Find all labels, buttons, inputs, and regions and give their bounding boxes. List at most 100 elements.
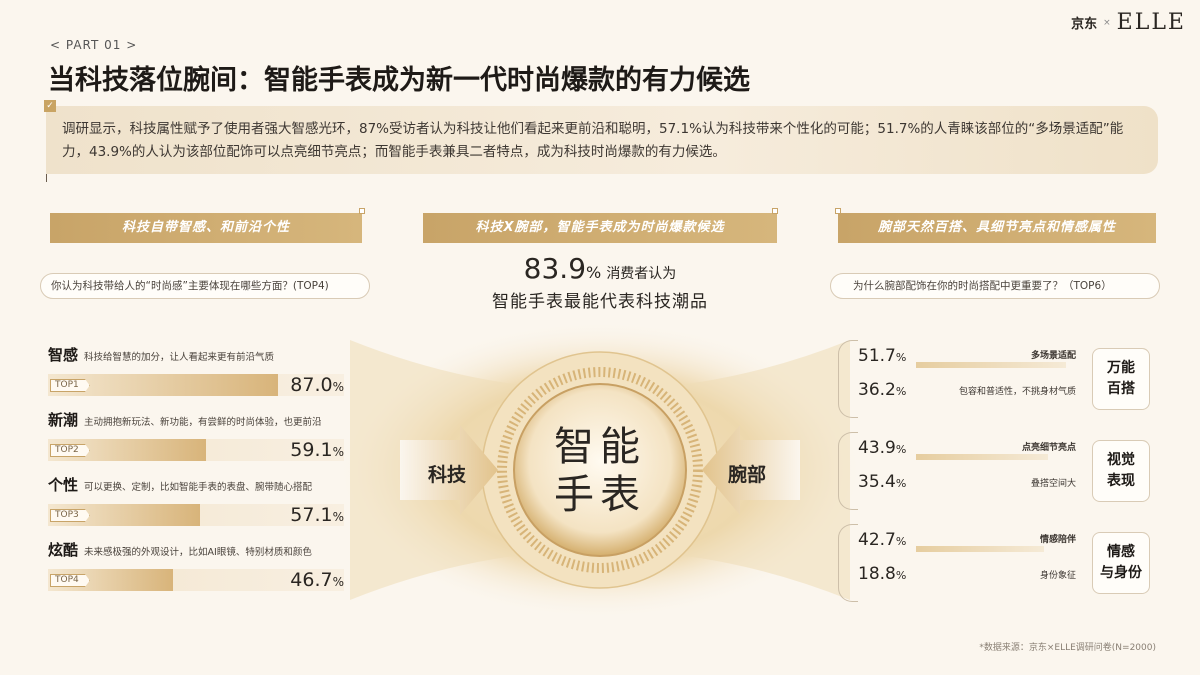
category-line-1: 情感 bbox=[1107, 544, 1135, 560]
corner-mark bbox=[359, 208, 365, 214]
item-value-unit: % bbox=[332, 510, 344, 524]
group-category-box: 视觉 表现 bbox=[1092, 440, 1150, 502]
jd-logo: 京东 bbox=[1071, 17, 1098, 32]
left-keyword: 科技 bbox=[428, 464, 467, 486]
center-graphic-svg bbox=[335, 320, 865, 620]
group-value-number: 42.7 bbox=[858, 530, 896, 550]
group-bar bbox=[916, 362, 1066, 368]
summary-text: 调研显示，科技属性赋予了使用者强大智感光环，87%受访者认为科技让他们看起来更前… bbox=[62, 121, 1124, 160]
item-bar-row: TOP3 57.1% bbox=[48, 501, 348, 527]
category-line-2: 百搭 bbox=[1107, 381, 1135, 397]
core-circle bbox=[513, 383, 687, 557]
stat-value: 83.9 bbox=[523, 252, 587, 285]
item-description: 主动拥抱新玩法、新功能，有尝鲜的时尚体验，也更前沿 bbox=[84, 417, 322, 428]
item-name: 智感 bbox=[48, 346, 79, 364]
footnote: *数据来源：京东×ELLE调研问卷(N=2000) bbox=[979, 643, 1156, 653]
right-group: 43.9% 点亮细节亮点 35.4% 叠搭空间大 视觉表现 bbox=[838, 432, 1158, 510]
item-value: 59.1% bbox=[290, 439, 344, 461]
arrow-right-icon bbox=[400, 425, 498, 515]
group-bar bbox=[916, 454, 1048, 460]
group-label: 多场景适配 bbox=[1030, 351, 1076, 361]
page-title: 当科技落位腕间：智能手表成为新一代时尚爆款的有力候选 bbox=[48, 65, 750, 96]
middle-section-banner: 科技X腕部，智能手表成为时尚爆款候选 bbox=[423, 213, 777, 243]
brand-logo: 京东 × ELLE bbox=[1071, 10, 1186, 35]
group-value-number: 43.9 bbox=[858, 438, 896, 458]
group-value-unit: % bbox=[895, 569, 907, 582]
group-bracket bbox=[838, 432, 858, 510]
rank-tag: TOP2 bbox=[50, 444, 90, 457]
item-value: 57.1% bbox=[290, 504, 344, 526]
core-text: 智能 手表 bbox=[540, 423, 660, 519]
category-line-1: 视觉 bbox=[1107, 452, 1135, 468]
item-description: 未来感极强的外观设计，比如AI眼镜、特别材质和颜色 bbox=[84, 547, 312, 558]
core-line-1: 智能 bbox=[554, 424, 646, 470]
logo-separator: × bbox=[1103, 17, 1111, 28]
group-value-unit: % bbox=[895, 477, 907, 490]
item-bar-row: TOP1 87.0% bbox=[48, 371, 348, 397]
group-label: 点亮细节亮点 bbox=[1021, 443, 1076, 453]
group-bar bbox=[916, 546, 1044, 552]
rank-tag: TOP1 bbox=[50, 379, 90, 392]
stat-unit: % bbox=[586, 263, 602, 282]
rank-tag: TOP4 bbox=[50, 574, 90, 587]
left-item: 炫酷 未来感极强的外观设计，比如AI眼镜、特别材质和颜色 TOP4 46.7% bbox=[48, 539, 348, 592]
summary-box: 调研显示，科技属性赋予了使用者强大智感光环，87%受访者认为科技让他们看起来更前… bbox=[46, 106, 1158, 174]
item-value-number: 57.1 bbox=[290, 504, 333, 526]
right-group: 51.7% 多场景适配 36.2% 包容和普适性，不挑身材气质 万能百搭 bbox=[838, 340, 1158, 418]
item-value-unit: % bbox=[332, 575, 344, 589]
item-value-number: 59.1 bbox=[290, 439, 333, 461]
group-label: 叠搭空间大 bbox=[1030, 479, 1076, 489]
group-value-unit: % bbox=[895, 535, 907, 548]
item-value-unit: % bbox=[332, 445, 344, 459]
group-label: 身份象征 bbox=[1039, 571, 1076, 581]
part-label: < PART 01 > bbox=[50, 38, 138, 52]
corner-mark bbox=[835, 208, 841, 214]
item-value-number: 87.0 bbox=[290, 374, 333, 396]
item-name: 个性 bbox=[48, 476, 79, 494]
group-value: 51.7% bbox=[858, 346, 906, 366]
item-bar-fill bbox=[48, 374, 278, 396]
item-value: 46.7% bbox=[290, 569, 344, 591]
group-label: 包容和普适性，不挑身材气质 bbox=[958, 387, 1076, 397]
item-description: 科技给智慧的加分，让人看起来更有前沿气质 bbox=[84, 352, 275, 363]
item-description: 可以更换、定制，比如智能手表的表盘、腕带随心搭配 bbox=[84, 482, 313, 493]
category-line-1: 万能 bbox=[1107, 360, 1135, 376]
item-name: 新潮 bbox=[48, 411, 79, 429]
group-value: 36.2% bbox=[858, 380, 906, 400]
item-bar-row: TOP2 59.1% bbox=[48, 436, 348, 462]
group-value: 35.4% bbox=[858, 472, 906, 492]
group-bracket bbox=[838, 524, 858, 602]
group-value-unit: % bbox=[895, 385, 907, 398]
arrow-left-icon bbox=[702, 425, 800, 515]
group-value-unit: % bbox=[895, 351, 907, 364]
elle-logo: ELLE bbox=[1116, 10, 1186, 35]
category-line-2: 表现 bbox=[1107, 473, 1135, 489]
right-group: 42.7% 情感陪伴 18.8% 身份象征 情感 与身份 bbox=[838, 524, 1158, 602]
group-category-box: 万能 百搭 bbox=[1092, 348, 1150, 410]
group-value-unit: % bbox=[895, 443, 907, 456]
left-section-banner: 科技自带智感、和前沿个性 bbox=[50, 213, 362, 243]
group-value-number: 36.2 bbox=[858, 380, 896, 400]
item-value-number: 46.7 bbox=[290, 569, 333, 591]
item-value-unit: % bbox=[332, 380, 344, 394]
right-keyword: 腕部 bbox=[728, 464, 767, 486]
left-question: 你认为科技带给人的“时尚感”主要体现在哪些方面？(TOP4) bbox=[40, 273, 370, 299]
group-value: 43.9% bbox=[858, 438, 906, 458]
group-bracket bbox=[838, 340, 858, 418]
left-item: 新潮 主动拥抱新玩法、新功能，有尝鲜的时尚体验，也更前沿 TOP2 59.1% bbox=[48, 409, 348, 462]
stat-text: 消费者认为 bbox=[606, 266, 677, 282]
left-item: 个性 可以更换、定制，比如智能手表的表盘、腕带随心搭配 TOP3 57.1% bbox=[48, 474, 348, 527]
center-stat: 83.9% 消费者认为 智能手表最能代表科技潮品 bbox=[420, 252, 780, 312]
item-name: 炫酷 bbox=[48, 541, 79, 559]
group-value-number: 51.7 bbox=[858, 346, 896, 366]
core-line-2: 手表 bbox=[554, 472, 646, 518]
rank-tag: TOP3 bbox=[50, 509, 90, 522]
left-item: 智感 科技给智慧的加分，让人看起来更有前沿气质 TOP1 87.0% bbox=[48, 344, 348, 397]
tick-ring bbox=[497, 367, 703, 573]
right-question: 为什么腕部配饰在你的时尚搭配中更重要了？（TOP6） bbox=[830, 273, 1160, 299]
corner-mark bbox=[772, 208, 778, 214]
item-value: 87.0% bbox=[290, 374, 344, 396]
group-value: 18.8% bbox=[858, 564, 906, 584]
item-bar-row: TOP4 46.7% bbox=[48, 566, 348, 592]
check-icon: ✓ bbox=[44, 100, 56, 112]
